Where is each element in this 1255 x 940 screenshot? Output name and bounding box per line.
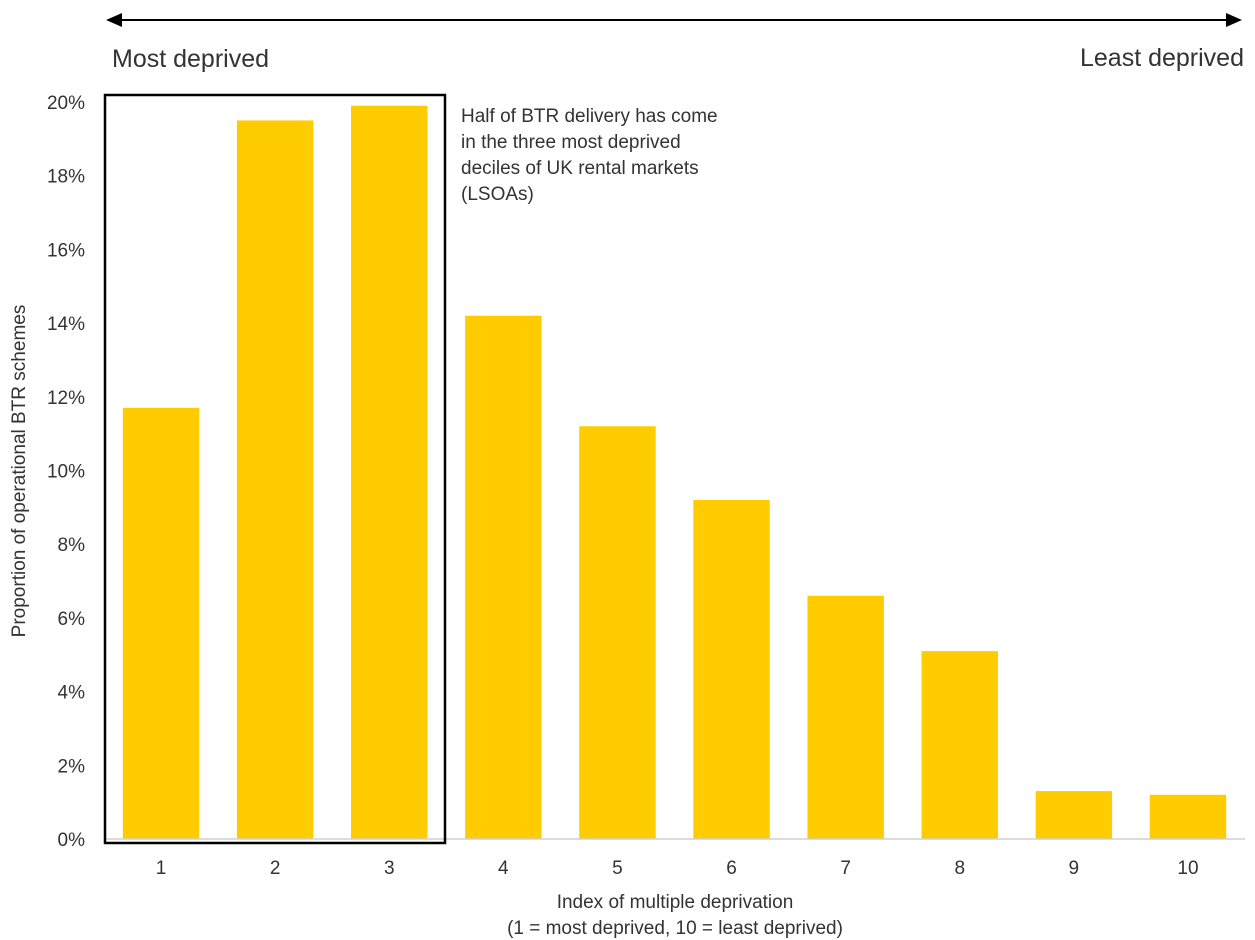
bar bbox=[122, 407, 200, 839]
x-tick-label: 6 bbox=[726, 858, 737, 879]
bar bbox=[807, 595, 884, 839]
y-axis-ticks: 0% 2% 4% 6% 8% 10% 12% 14% 16% 18% 20% bbox=[47, 93, 85, 851]
y-tick-label: 0% bbox=[58, 830, 86, 851]
y-axis-title: Proportion of operational BTR schemes bbox=[9, 305, 30, 638]
annotation-note: Half of BTR delivery has come in the thr… bbox=[461, 106, 718, 205]
y-tick-label: 12% bbox=[47, 388, 85, 409]
highlight-box bbox=[103, 93, 447, 845]
arrow-right-head bbox=[1226, 13, 1242, 27]
most-deprived-label: Most deprived bbox=[112, 45, 269, 73]
annotation-line: (LSOAs) bbox=[461, 184, 534, 205]
y-tick-label: 16% bbox=[47, 240, 85, 261]
y-tick-label: 18% bbox=[47, 167, 85, 188]
x-axis-ticks: 1 2 3 4 5 6 7 8 9 10 bbox=[156, 858, 1199, 879]
bar bbox=[236, 120, 314, 840]
bar bbox=[351, 105, 428, 839]
x-tick-label: 10 bbox=[1177, 858, 1198, 879]
annotation-line: Half of BTR delivery has come bbox=[461, 106, 718, 127]
bar bbox=[1035, 791, 1113, 839]
annotation-line: deciles of UK rental markets bbox=[461, 158, 699, 179]
x-tick-label: 1 bbox=[156, 858, 167, 879]
bar bbox=[465, 315, 542, 840]
bar bbox=[693, 499, 770, 839]
y-tick-label: 4% bbox=[58, 683, 86, 704]
y-tick-label: 10% bbox=[47, 462, 85, 483]
deprivation-direction-arrow bbox=[106, 13, 1242, 27]
bar bbox=[1149, 794, 1227, 839]
bars-group bbox=[122, 105, 1227, 840]
x-tick-label: 4 bbox=[498, 858, 509, 879]
y-tick-label: 6% bbox=[58, 609, 86, 630]
x-tick-label: 5 bbox=[612, 858, 623, 879]
x-tick-label: 2 bbox=[270, 858, 281, 879]
x-axis-title: Index of multiple deprivation bbox=[557, 892, 794, 913]
least-deprived-label: Least deprived bbox=[1080, 44, 1244, 72]
x-tick-label: 8 bbox=[954, 858, 965, 879]
arrow-left-head bbox=[106, 13, 122, 27]
bar bbox=[579, 426, 656, 839]
y-tick-label: 2% bbox=[58, 756, 86, 777]
x-tick-label: 7 bbox=[840, 858, 851, 879]
y-tick-label: 14% bbox=[47, 314, 85, 335]
y-tick-label: 20% bbox=[47, 93, 85, 114]
x-tick-label: 9 bbox=[1069, 858, 1080, 879]
x-tick-label: 3 bbox=[384, 858, 395, 879]
x-axis-subtitle: (1 = most deprived, 10 = least deprived) bbox=[507, 918, 843, 939]
annotation-line: in the three most deprived bbox=[461, 132, 681, 153]
bar bbox=[921, 651, 998, 839]
y-tick-label: 8% bbox=[58, 535, 86, 556]
